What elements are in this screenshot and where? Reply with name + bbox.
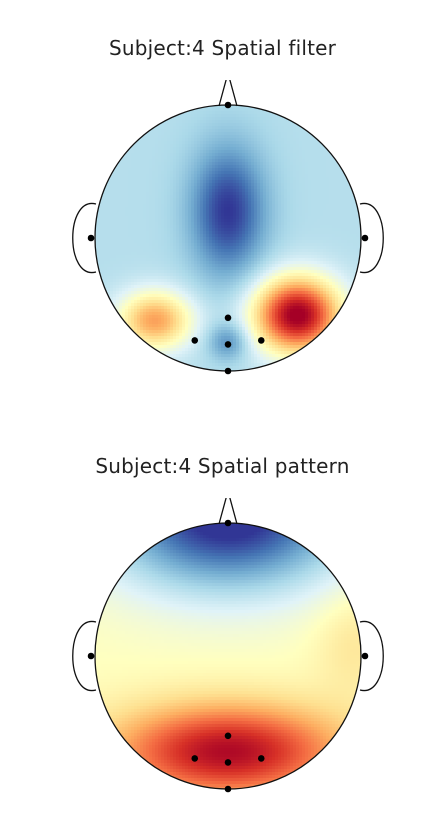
spatial-filter-title: Subject:4 Spatial filter: [108, 36, 337, 60]
right-ear-outline: [359, 621, 384, 691]
spatial-filter-panel: Subject:4 Spatial filter: [72, 36, 384, 375]
spatial-pattern-panel: Subject:4 Spatial pattern: [0, 414, 445, 828]
spatial-filter-topomap: [72, 80, 384, 375]
topomap-field: [95, 105, 361, 371]
nose-outline: [218, 498, 238, 525]
topomap-field: [95, 523, 361, 789]
sensor-p4: [257, 337, 265, 344]
sensor-fz: [224, 101, 232, 109]
left-ear-outline: [72, 203, 97, 273]
sensor-p4: [257, 755, 265, 762]
sensor-t7: [87, 234, 95, 242]
sensor-oz: [224, 785, 232, 793]
spatial-pattern-title: Subject:4 Spatial pattern: [95, 454, 350, 478]
sensor-oz: [224, 367, 232, 375]
sensor-p3: [191, 337, 199, 344]
sensor-pz: [224, 314, 232, 322]
sensor-fz: [224, 519, 232, 527]
nose-outline: [218, 80, 238, 107]
spatial-pattern-topomap: [72, 498, 384, 793]
sensor-pz: [224, 732, 232, 740]
sensor-poz: [224, 341, 232, 348]
right-ear-outline: [359, 203, 384, 273]
sensor-t8: [361, 652, 369, 660]
left-ear-outline: [72, 621, 97, 691]
sensor-p3: [191, 755, 199, 762]
sensor-t8: [361, 234, 369, 242]
sensor-t7: [87, 652, 95, 660]
sensor-poz: [224, 759, 232, 766]
